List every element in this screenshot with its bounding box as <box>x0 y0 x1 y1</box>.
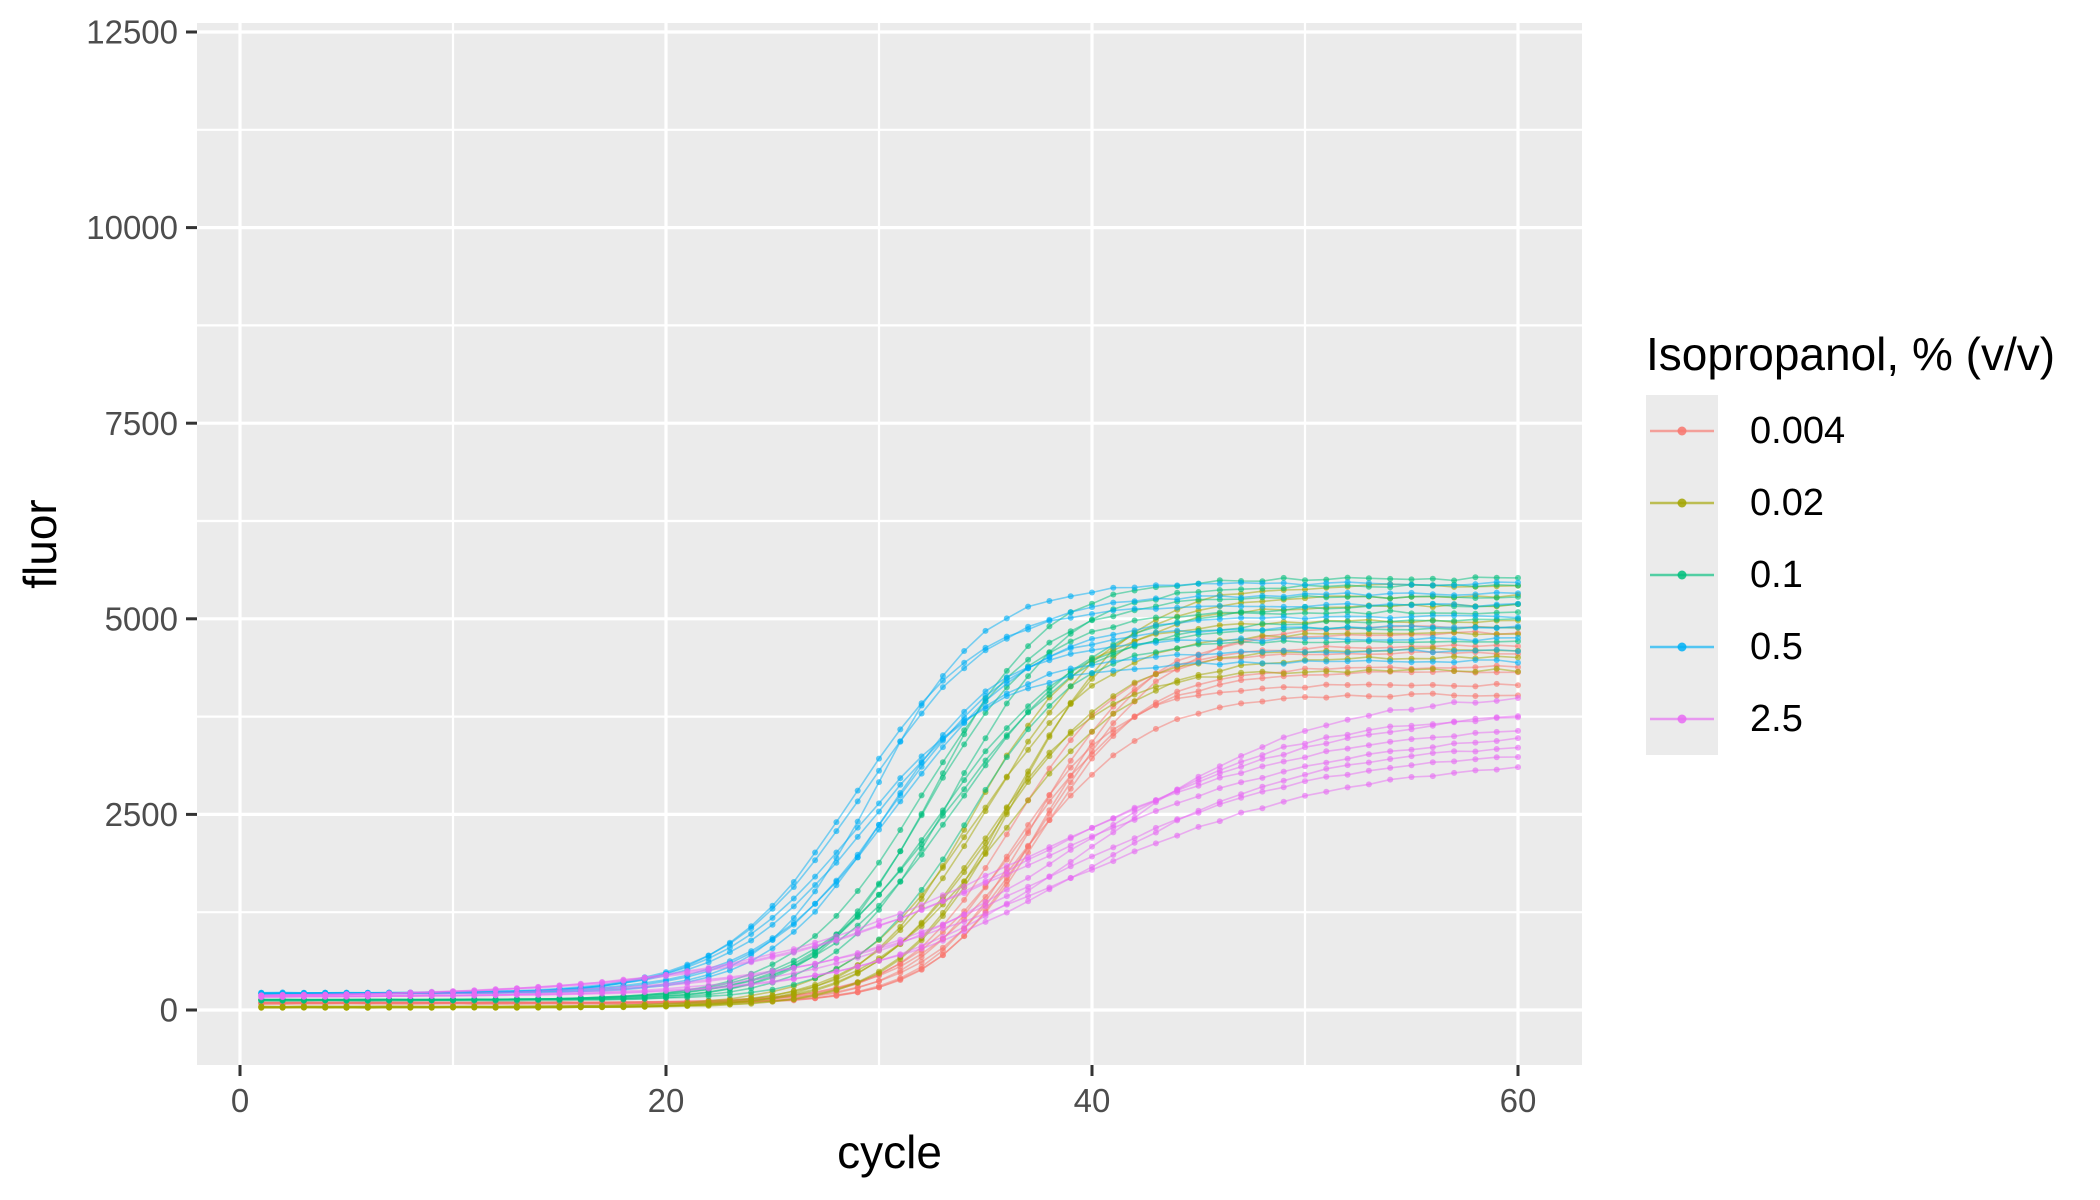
legend-item-0.02: 0.02 <box>1646 467 2055 539</box>
series-lines <box>261 576 1519 1009</box>
curve-line-0.5 <box>261 648 1519 995</box>
legend-key-swatch <box>1646 467 1718 539</box>
legend-item-0.5: 0.5 <box>1646 611 2055 683</box>
y-tick-label-2500: 2500 <box>105 796 178 833</box>
legend-point-glyph <box>1677 570 1687 580</box>
curve-line-2.5 <box>261 697 1519 998</box>
curve-line-2.5 <box>261 716 1519 996</box>
y-tick-label-12500: 12500 <box>86 14 178 51</box>
legend-key-swatch <box>1646 539 1718 611</box>
x-tick-label-60: 60 <box>1500 1082 1537 1119</box>
y-tick-label-5000: 5000 <box>105 600 178 637</box>
legend-label: 0.1 <box>1750 553 1803 596</box>
y-tick-label-7500: 7500 <box>105 405 178 442</box>
legend-item-0.1: 0.1 <box>1646 539 2055 611</box>
grid-minor <box>197 23 1582 1065</box>
y-tick-label-10000: 10000 <box>86 209 178 246</box>
y-tick-label-0: 0 <box>160 992 178 1029</box>
legend-key-swatch <box>1646 683 1718 755</box>
legend-point-glyph <box>1677 426 1687 436</box>
y-tick-labels: 0 2500 5000 7500 10000 12500 <box>86 14 178 1029</box>
curve-line-0.004 <box>261 630 1519 1005</box>
legend-point-glyph <box>1677 714 1687 724</box>
legend-point-glyph <box>1677 642 1687 652</box>
plot-panel <box>197 23 1582 1065</box>
x-tick-label-20: 20 <box>648 1082 685 1119</box>
legend-key-swatch <box>1646 611 1718 683</box>
curve-points-2.5 <box>258 714 1521 999</box>
legend-label: 0.02 <box>1750 481 1824 524</box>
x-tick-label-0: 0 <box>231 1082 249 1119</box>
legend-items: 0.004 0.02 0.1 0.5 2.5 <box>1646 395 2055 755</box>
curve-line-2.5 <box>261 766 1519 997</box>
legend-item-2.5: 2.5 <box>1646 683 2055 755</box>
legend-title: Isopropanol, % (v/v) <box>1646 328 2056 380</box>
legend-point-glyph <box>1677 498 1687 508</box>
legend-label: 0.004 <box>1750 409 1846 452</box>
x-tick-labels: 0 20 40 60 <box>231 1082 1537 1119</box>
y-axis-title: fluor <box>14 499 66 589</box>
legend-item-0.004: 0.004 <box>1646 395 2055 467</box>
curve-line-0.02 <box>261 667 1519 1009</box>
x-axis-title: cycle <box>837 1126 942 1178</box>
legend-label: 0.5 <box>1750 625 1803 668</box>
series-points <box>258 574 1521 1011</box>
legend-key-swatch <box>1646 395 1718 467</box>
curve-line-0.1 <box>261 594 1519 1001</box>
legend: Isopropanol, % (v/v) 0.004 0.02 0.1 0.5 2.5 <box>1646 328 2055 755</box>
axis-tick-marks <box>186 30 1520 1076</box>
x-tick-label-40: 40 <box>1074 1082 1111 1119</box>
legend-label: 2.5 <box>1750 697 1803 740</box>
curve-line-0.02 <box>261 655 1519 1008</box>
